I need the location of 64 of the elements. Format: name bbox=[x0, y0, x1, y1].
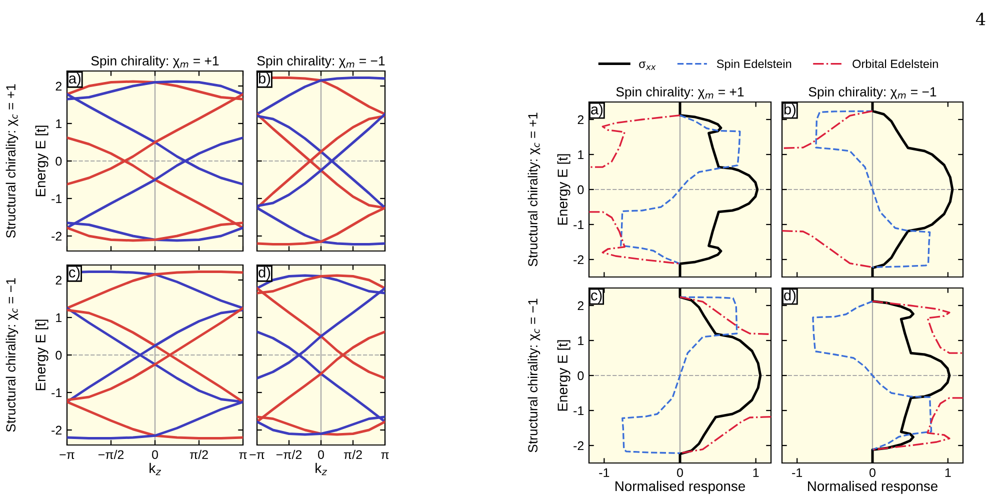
y-axis-title: Energy E [t] bbox=[35, 320, 48, 390]
x-tick-label: −π/2 bbox=[276, 450, 302, 460]
y-axis-title: Energy E [t] bbox=[35, 126, 48, 196]
x-tick-label: 0 bbox=[677, 468, 683, 478]
x-axis-title: k$_{z}$ bbox=[316, 462, 328, 476]
y-axis-title: Energy E [t] bbox=[557, 340, 570, 411]
annotation: a) bbox=[591, 104, 603, 118]
chart-title: Spin chirality: χ$_{m}$ = −1 bbox=[257, 56, 385, 68]
x-axis-title: Normalised response bbox=[808, 480, 938, 494]
y-tick-label: -1 bbox=[52, 388, 62, 398]
x-tick-label: 0 bbox=[318, 450, 324, 460]
x-tick-label: −π bbox=[250, 452, 264, 460]
annotation: c) bbox=[591, 290, 602, 304]
y-tick-label: -2 bbox=[52, 426, 62, 435]
y-tick-label: 2 bbox=[56, 82, 62, 91]
y-tick-label: 0 bbox=[56, 350, 62, 360]
y-tick-label: -1 bbox=[574, 220, 584, 230]
annotation: d) bbox=[784, 290, 796, 304]
chart-title: Spin chirality: χ$_{m}$ = −1 bbox=[808, 86, 936, 100]
x-tick-label: −π bbox=[60, 452, 74, 460]
y-tick-label: -2 bbox=[52, 232, 62, 241]
y-tick-label: 2 bbox=[578, 115, 584, 124]
x-axis-title: k$_{z}$ bbox=[150, 462, 162, 476]
text: Structural chirality: χ$_{c}$ = +1 bbox=[6, 84, 18, 238]
y-tick-label: 1 bbox=[578, 150, 584, 160]
y-tick-label: 2 bbox=[56, 276, 62, 285]
y-tick-label: -1 bbox=[574, 406, 584, 416]
y-tick-label: 0 bbox=[56, 156, 62, 166]
chart-title: Spin chirality: χ$_{m}$ = +1 bbox=[91, 56, 219, 68]
x-tick-label: π bbox=[381, 452, 389, 460]
y-tick-label: 0 bbox=[578, 371, 584, 380]
legend-label: Spin Edelstein bbox=[716, 59, 792, 70]
x-tick-label: −π/2 bbox=[98, 450, 124, 460]
annotation: a) bbox=[69, 72, 80, 86]
y-tick-label: -1 bbox=[52, 194, 62, 204]
y-tick-label: 2 bbox=[578, 301, 584, 310]
x-tick-label: 1 bbox=[753, 468, 759, 477]
y-axis-title: Energy E [t] bbox=[557, 154, 570, 225]
annotation: b) bbox=[258, 72, 270, 86]
legend-label: Orbital Edelstein bbox=[852, 59, 938, 68]
x-tick-label: 1 bbox=[945, 468, 951, 477]
legend-label: σ$_{xx}$ bbox=[639, 62, 656, 70]
annotation: b) bbox=[784, 104, 796, 118]
y-tick-label: -2 bbox=[574, 255, 584, 264]
y-tick-label: -2 bbox=[574, 441, 584, 450]
x-axis-title: Normalised response bbox=[616, 480, 746, 494]
x-tick-label: 0 bbox=[152, 450, 158, 460]
y-tick-label: 0 bbox=[578, 185, 584, 194]
text: 4 bbox=[976, 12, 986, 26]
x-tick-label: π/2 bbox=[344, 450, 362, 460]
x-tick-label: 0 bbox=[870, 468, 876, 478]
y-tick-label: 1 bbox=[56, 313, 62, 322]
y-tick-label: 1 bbox=[578, 336, 584, 346]
x-tick-label: -1 bbox=[599, 468, 610, 477]
x-tick-label: π/2 bbox=[190, 450, 208, 460]
annotation: c) bbox=[69, 266, 80, 280]
text: Structural chirality: χ$_{c}$ = +1 bbox=[528, 112, 540, 266]
x-tick-label: π bbox=[239, 452, 247, 460]
text: Structural chirality: χ$_{c}$ = −1 bbox=[6, 278, 18, 432]
text: Structural chirality: χ$_{c}$ = −1 bbox=[528, 298, 540, 452]
y-tick-label: 1 bbox=[56, 119, 62, 128]
annotation: d) bbox=[258, 266, 270, 280]
x-tick-label: -1 bbox=[792, 468, 802, 477]
chart-title: Spin chirality: χ$_{m}$ = +1 bbox=[616, 86, 744, 100]
